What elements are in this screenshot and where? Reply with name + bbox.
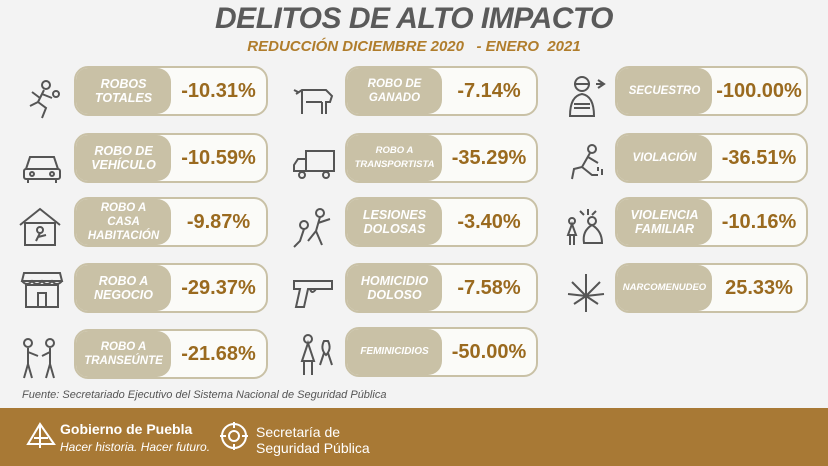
running-thief-icon (18, 76, 66, 124)
gov-name: Gobierno de Puebla (60, 421, 193, 437)
gun-icon (290, 267, 338, 315)
crime-label: LESIONES DOLOSAS (347, 199, 442, 245)
crime-label: ROBOS TOTALES (76, 68, 171, 114)
crime-label: NARCOMENUDEO (617, 265, 712, 311)
crime-card: VIOLACIÓN -36.51% (615, 133, 808, 183)
house-theft-icon (16, 203, 64, 251)
store-icon (18, 265, 66, 313)
secretariat-line1: Secretaría de (256, 424, 341, 440)
fight-icon (290, 205, 338, 253)
crime-card: ROBO DE VEHÍCULO -10.59% (74, 133, 268, 183)
crime-card: LESIONES DOLOSAS -3.40% (345, 197, 538, 247)
crime-value: 25.33% (725, 276, 793, 299)
crime-value: -3.40% (457, 210, 521, 233)
crime-value: -7.58% (457, 276, 521, 299)
crime-card: ROBO DE GANADO -7.14% (345, 66, 538, 116)
truck-icon (290, 139, 338, 187)
crime-value: -10.16% (721, 210, 797, 233)
crime-value: -10.59% (181, 146, 256, 169)
crime-value: -7.14% (457, 79, 521, 102)
kidnapped-person-icon (560, 72, 608, 120)
gov-tagline: Hacer historia. Hacer futuro. (60, 440, 211, 454)
crime-value: -9.87% (186, 210, 251, 233)
crime-label: ROBO A NEGOCIO (76, 265, 171, 311)
pedestrian-robbery-icon (16, 334, 64, 382)
crime-card: HOMICIDIO DOLOSO -7.58% (345, 263, 538, 313)
crime-label: HOMICIDIO DOLOSO (347, 265, 442, 311)
crime-label: ROBO DE VEHÍCULO (76, 135, 171, 181)
secretariat-line2: Seguridad Pública (256, 440, 370, 456)
crime-label: ROBO A TRANSEÚNTE (76, 331, 171, 377)
crime-card: SECUESTRO -100.00% (615, 66, 808, 116)
woman-ribbon-icon (290, 331, 338, 379)
cow-icon (290, 76, 338, 124)
car-icon (18, 141, 66, 189)
crime-value: -50.00% (451, 340, 527, 363)
crime-label: SECUESTRO (617, 68, 712, 114)
crime-card: FEMINICIDIOS -50.00% (345, 327, 538, 377)
kneeling-victim-icon (562, 139, 610, 187)
crime-value: -100.00% (716, 79, 802, 102)
crime-value: -29.37% (181, 276, 256, 299)
crime-label: ROBO A TRANSPORTISTA (347, 135, 442, 181)
crime-label: FEMINICIDIOS (347, 329, 442, 375)
crime-label: ROBO A CASA HABITACIÓN (76, 199, 171, 245)
crime-value: -21.68% (181, 342, 256, 365)
security-seal-icon (218, 420, 250, 452)
crime-card: ROBO A TRANSEÚNTE -21.68% (74, 329, 268, 379)
page-title: DELITOS DE ALTO IMPACTO (215, 2, 613, 35)
crime-card: ROBO A CASA HABITACIÓN -9.87% (74, 197, 268, 247)
crime-card: ROBO A TRANSPORTISTA -35.29% (345, 133, 538, 183)
puebla-logo-icon (24, 418, 58, 452)
crime-label: VIOLENCIA FAMILIAR (617, 199, 712, 245)
crime-value: -35.29% (451, 146, 527, 169)
crime-card: ROBOS TOTALES -10.31% (74, 66, 268, 116)
crime-value: -10.31% (181, 79, 256, 102)
crime-label: ROBO DE GANADO (347, 68, 442, 114)
crime-card: NARCOMENUDEO 25.33% (615, 263, 808, 313)
crime-label: VIOLACIÓN (617, 135, 712, 181)
source-note: Fuente: Secretariado Ejecutivo del Siste… (22, 389, 387, 401)
page-subtitle: REDUCCIÓN DICIEMBRE 2020 - ENERO 2021 (247, 38, 581, 55)
crime-card: ROBO A NEGOCIO -29.37% (74, 263, 268, 313)
domestic-violence-icon (562, 203, 610, 251)
crime-card: VIOLENCIA FAMILIAR -10.16% (615, 197, 808, 247)
cannabis-leaf-icon (562, 268, 610, 316)
footer-bar (0, 408, 828, 466)
crime-value: -36.51% (721, 146, 797, 169)
